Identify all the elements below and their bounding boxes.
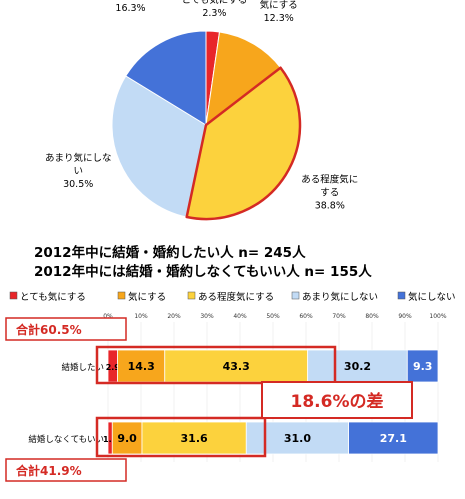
pie-slice-highlight bbox=[185, 66, 302, 221]
frame-b bbox=[95, 416, 267, 458]
legend-swatch bbox=[117, 291, 126, 300]
diff-box bbox=[261, 381, 413, 419]
legend-label: 気にしない bbox=[408, 291, 456, 303]
legend-swatch bbox=[291, 291, 300, 300]
category-label: 結婚したい bbox=[61, 362, 104, 373]
legend-swatch bbox=[187, 291, 196, 300]
diff-label: 18.6%の差 bbox=[291, 391, 384, 412]
x-tick-label: 30% bbox=[200, 313, 214, 320]
x-tick-label: 100% bbox=[429, 313, 446, 320]
x-tick-label: 40% bbox=[233, 313, 247, 320]
bar-segment bbox=[111, 421, 143, 455]
bar-value-label: 9.3 bbox=[413, 360, 433, 373]
connector bbox=[262, 417, 266, 436]
pie-value-label: 2.3% bbox=[202, 8, 226, 19]
x-tick-label: 50% bbox=[266, 313, 280, 320]
total-a-box bbox=[5, 317, 127, 341]
x-tick-label: 90% bbox=[398, 313, 412, 320]
callouts: 合計60.5% 合計41.9% 18.6%の差 bbox=[5, 317, 413, 482]
legend-label: ある程度気にする bbox=[198, 291, 274, 303]
pie-labels: とても気にする 2.3% 気にする 12.3% ある程度気にする 38.8% あまり気にしな… bbox=[45, 0, 358, 211]
pie-value-label: 30.5% bbox=[63, 179, 93, 190]
bar-value-label: 2.9 bbox=[106, 363, 121, 372]
total-b-box bbox=[5, 458, 127, 482]
legend-swatch bbox=[397, 291, 406, 300]
pie-value-label: 38.8% bbox=[315, 200, 345, 211]
x-tick-label: 70% bbox=[332, 313, 346, 320]
bar-legend: とても気にする 気にする ある程度気にする あまり気にしない 気にしない bbox=[9, 291, 456, 303]
header-line-2: 2012年中には結婚・婚約しなくてもいい人 n= 155人 bbox=[34, 263, 372, 280]
pie-category-label: 気にしない bbox=[107, 0, 155, 1]
bar-value-label: 43.3 bbox=[223, 360, 250, 373]
pie-category-label: い bbox=[73, 166, 83, 177]
bar-value-label: 14.3 bbox=[128, 360, 155, 373]
bar-segment bbox=[307, 349, 408, 383]
pie-category-label: する bbox=[320, 187, 339, 198]
bar-segment bbox=[245, 421, 349, 455]
stacked-bars: 結婚したい 2.9 14.3 43.3 30.2 9.3 結婚しなくてもいい 1.3 9.0 31… bbox=[28, 349, 439, 455]
x-tick-label: 0% bbox=[103, 313, 113, 320]
x-tick-label: 20% bbox=[167, 313, 181, 320]
legend-label: 気にする bbox=[128, 291, 166, 303]
x-tick-label: 60% bbox=[299, 313, 313, 320]
legend-swatch bbox=[9, 291, 18, 300]
pie-value-label: 12.3% bbox=[264, 13, 294, 24]
legend-label: とても気にする bbox=[20, 291, 86, 303]
bar-value-label: 31.0 bbox=[284, 432, 311, 445]
pie-category-label: とても気にする bbox=[181, 0, 247, 6]
pie-category-label: あまり気にしな bbox=[45, 152, 112, 164]
total-b-label: 合計41.9% bbox=[16, 463, 82, 478]
pie-category-label: ある程度気に bbox=[301, 173, 358, 185]
bar-value-label: 27.1 bbox=[380, 432, 407, 445]
x-tick-label: 80% bbox=[365, 313, 379, 320]
pie-slice bbox=[205, 31, 282, 127]
pie-value-label: 16.3% bbox=[115, 3, 145, 14]
pie-category-label: 気にする bbox=[260, 0, 298, 11]
x-tick-label: 10% bbox=[134, 313, 148, 320]
bar-segment bbox=[348, 421, 439, 455]
legend-label: あまり気にしない bbox=[302, 291, 378, 303]
frame-a bbox=[95, 345, 337, 385]
bar-value-label: 1.3 bbox=[103, 435, 117, 444]
bar-segment bbox=[406, 349, 439, 383]
bar-value-label: 31.6 bbox=[181, 432, 208, 445]
bar-value-label: 9.0 bbox=[117, 432, 137, 445]
total-a-label: 合計60.5% bbox=[16, 322, 82, 337]
bar-value-label: 30.2 bbox=[344, 360, 371, 373]
header-line-1: 2012年中に結婚・婚約したい人 n= 245人 bbox=[34, 244, 306, 261]
pie-chart bbox=[111, 30, 302, 221]
pie-slice bbox=[125, 30, 207, 126]
category-label: 結婚しなくてもいい bbox=[28, 434, 104, 445]
